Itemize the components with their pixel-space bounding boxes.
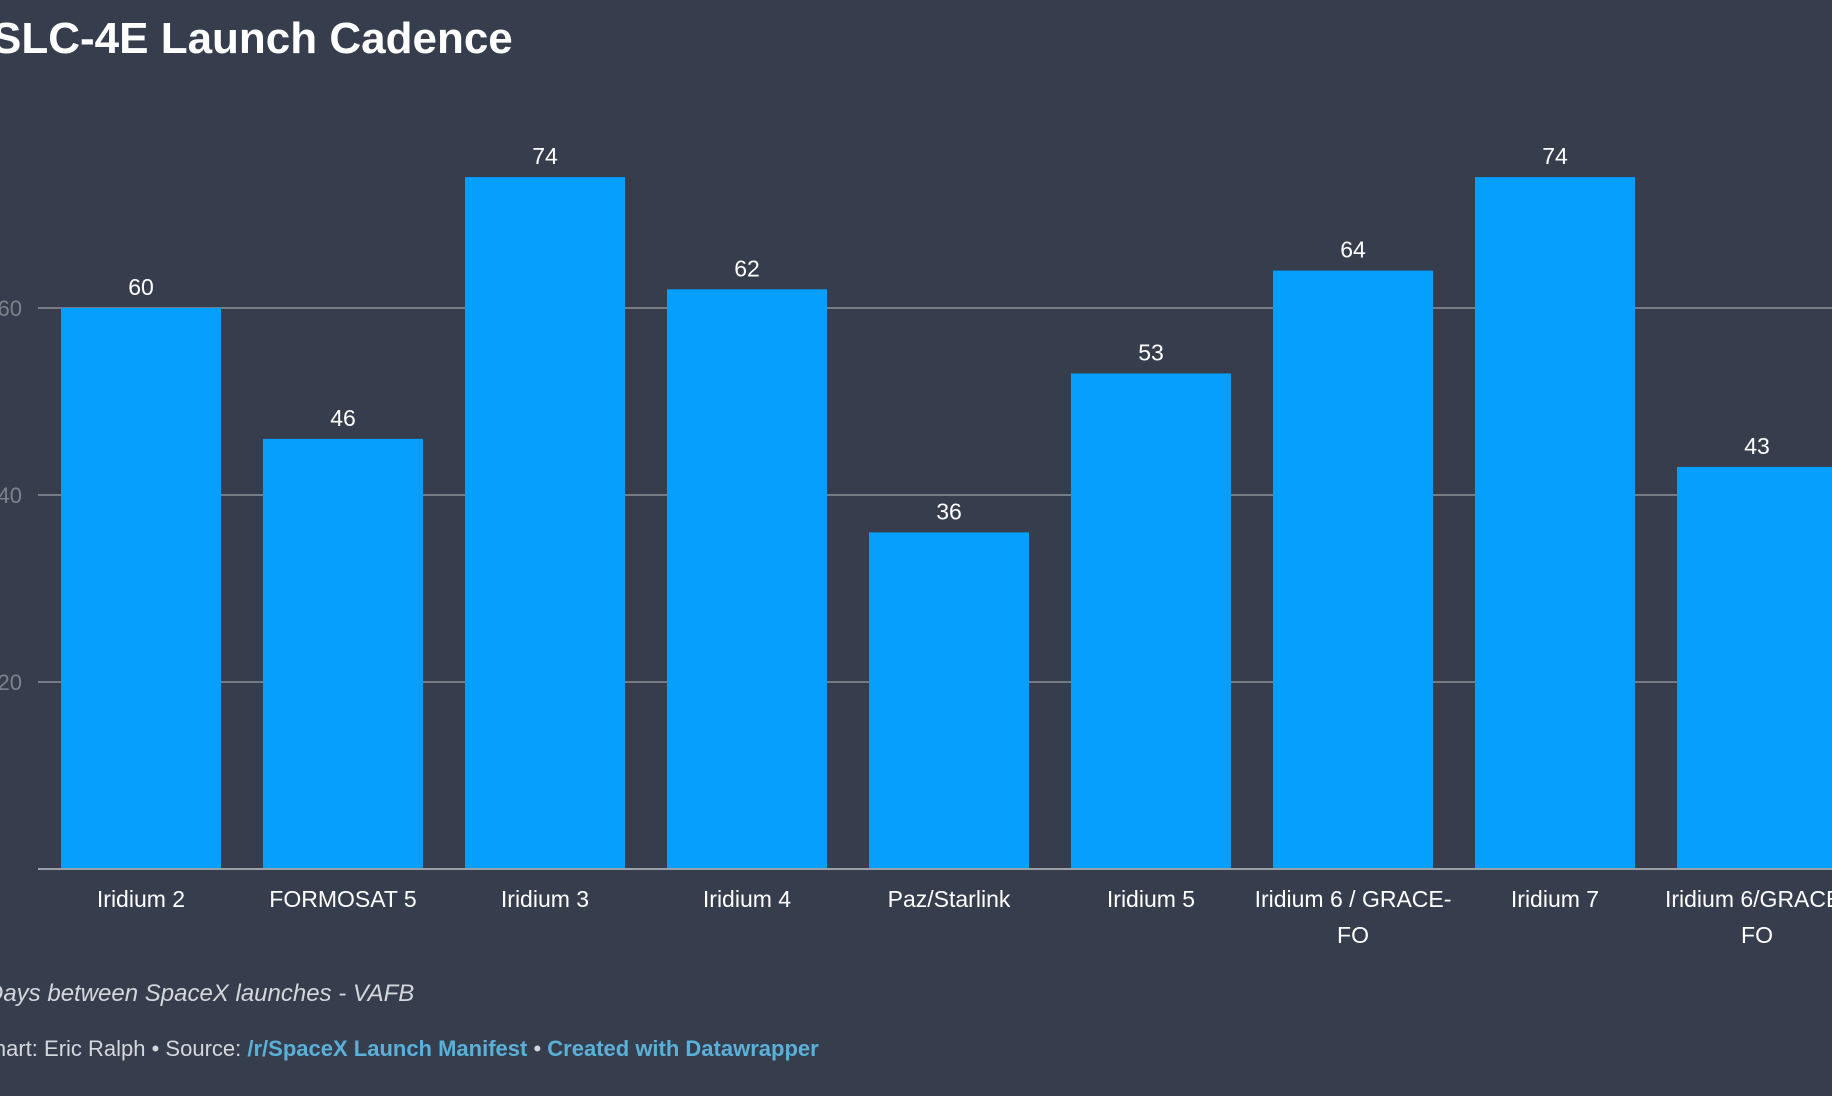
y-tick-label: 20 (0, 670, 22, 695)
bar (465, 177, 625, 870)
data-label: 74 (532, 143, 558, 169)
x-tick-label: FORMOSAT 5 (269, 886, 416, 912)
x-tick-label-line: Paz/Starlink (888, 886, 1011, 912)
data-label: 60 (128, 274, 154, 300)
data-label: 62 (734, 255, 760, 281)
bar (263, 438, 423, 869)
x-tick-label-line: Iridium 2 (97, 886, 185, 912)
source-link[interactable]: /r/SpaceX Launch Manifest (247, 1036, 528, 1061)
data-label: 74 (1542, 143, 1568, 169)
x-tick-label: Iridium 7 (1511, 886, 1599, 912)
x-tick-label-line: Iridium 7 (1511, 886, 1599, 912)
bar (61, 308, 221, 869)
x-tick-label-line: FO (1741, 922, 1773, 948)
y-tick-label: 40 (0, 483, 22, 508)
chart-footer: Chart: Eric Ralph • Source: /r/SpaceX La… (0, 1036, 819, 1062)
footer-separator: • (527, 1036, 548, 1061)
footer-credit: Chart: Eric Ralph • Source: (0, 1036, 248, 1061)
x-tick-label-line: FORMOSAT 5 (269, 886, 416, 912)
data-label: 64 (1340, 237, 1366, 263)
bar (869, 532, 1029, 869)
chart-title: SLC-4E Launch Cadence (0, 14, 513, 63)
x-tick-label-line: Iridium 5 (1107, 886, 1195, 912)
x-tick-label: Iridium 4 (703, 886, 791, 912)
y-tick-label: 60 (0, 296, 22, 321)
x-tick-label: Iridium 6 / GRACE- FO (1255, 886, 1452, 948)
data-label: 43 (1744, 433, 1770, 459)
datawrapper-link[interactable]: Created with Datawrapper (547, 1036, 819, 1061)
data-label: 46 (330, 405, 356, 431)
x-tick-label-line: FO (1337, 922, 1369, 948)
x-tick-label-line: Iridium 4 (703, 886, 791, 912)
x-tick-label: Iridium 5 (1107, 886, 1195, 912)
x-tick-label-line: Iridium 6 / GRACE- (1255, 886, 1452, 912)
bar (1273, 270, 1433, 870)
data-label: 36 (936, 498, 962, 524)
chart-description: Days between SpaceX launches - VAFB (0, 980, 415, 1007)
x-tick-label: Iridium 3 (501, 886, 589, 912)
data-label: 53 (1138, 339, 1164, 365)
bar (667, 289, 827, 869)
x-tick-label-line: Iridium 6/GRACE- (1665, 886, 1832, 912)
x-tick-label-line: Iridium 3 (501, 886, 589, 912)
bar (1475, 177, 1635, 870)
bar (1071, 373, 1231, 869)
bar (1677, 466, 1832, 869)
x-tick-label: Paz/Starlink (888, 886, 1011, 912)
x-tick-label: Iridium 2 (97, 886, 185, 912)
x-tick-label: Iridium 6/GRACE- FO (1665, 886, 1832, 948)
